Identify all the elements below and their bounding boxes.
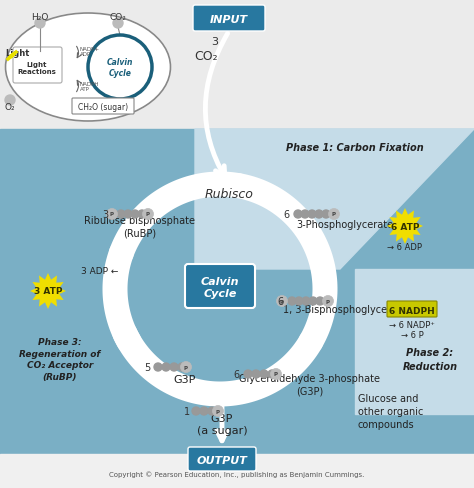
Polygon shape [387, 208, 423, 244]
Text: 1: 1 [184, 406, 190, 416]
Text: Phase 1: Carbon Fixation: Phase 1: Carbon Fixation [286, 142, 424, 153]
FancyBboxPatch shape [193, 6, 265, 32]
Circle shape [301, 210, 309, 219]
Circle shape [315, 210, 323, 219]
Text: P: P [110, 212, 114, 217]
Text: Glucose and
other organic
compounds: Glucose and other organic compounds [358, 393, 423, 429]
Text: Light
Reactions: Light Reactions [18, 61, 56, 74]
Circle shape [143, 209, 154, 220]
Circle shape [178, 363, 186, 371]
FancyBboxPatch shape [387, 302, 437, 317]
Text: NADP+
ADP: NADP+ ADP [80, 46, 100, 57]
Text: G3P: G3P [174, 374, 196, 384]
Text: G3P
(a sugar): G3P (a sugar) [197, 413, 247, 435]
Circle shape [110, 210, 118, 219]
Text: P: P [280, 299, 284, 304]
Text: 3: 3 [102, 209, 108, 220]
FancyBboxPatch shape [13, 48, 62, 84]
Circle shape [181, 362, 191, 373]
Text: Ribulose bisphosphate
(RuBP): Ribulose bisphosphate (RuBP) [84, 215, 195, 238]
Circle shape [170, 363, 178, 371]
Text: O₂: O₂ [5, 103, 15, 112]
Circle shape [271, 369, 282, 380]
Text: CO₂: CO₂ [109, 14, 127, 22]
Text: H₂O: H₂O [31, 14, 49, 22]
Text: Copyright © Pearson Education, Inc., publishing as Benjamin Cummings.: Copyright © Pearson Education, Inc., pub… [109, 471, 365, 477]
Ellipse shape [6, 14, 171, 122]
Circle shape [294, 210, 302, 219]
Text: INPUT: INPUT [210, 15, 248, 25]
Text: 3 ATP: 3 ATP [34, 287, 62, 296]
Circle shape [138, 210, 146, 219]
Circle shape [322, 210, 330, 219]
Circle shape [276, 296, 288, 307]
Text: 3 ADP ←: 3 ADP ← [82, 267, 118, 276]
Text: P: P [216, 408, 220, 414]
Text: → 6 NADP⁺: → 6 NADP⁺ [389, 320, 435, 329]
Text: 6: 6 [278, 296, 284, 306]
FancyBboxPatch shape [188, 447, 256, 471]
Circle shape [316, 297, 324, 305]
Circle shape [244, 370, 252, 378]
Text: Phase 3:
Regeneration of
CO₂ Acceptor
(RuBP): Phase 3: Regeneration of CO₂ Acceptor (R… [19, 337, 100, 382]
Text: 6: 6 [284, 209, 290, 220]
Text: → 6 ADP: → 6 ADP [388, 243, 422, 252]
Text: Phase 2:
Reduction: Phase 2: Reduction [402, 347, 457, 371]
Polygon shape [195, 130, 474, 269]
Circle shape [309, 297, 317, 305]
Text: P: P [332, 212, 336, 217]
Circle shape [200, 407, 208, 415]
Text: 3: 3 [211, 37, 218, 47]
Text: NADPH
ATP: NADPH ATP [80, 81, 100, 92]
Text: 5: 5 [144, 362, 150, 372]
Circle shape [35, 19, 45, 29]
Circle shape [107, 209, 118, 220]
Circle shape [212, 406, 224, 417]
Circle shape [208, 407, 216, 415]
Circle shape [295, 297, 303, 305]
Text: P: P [146, 212, 150, 217]
Text: 6: 6 [234, 369, 240, 379]
Bar [0, 130, 474, 454]
Circle shape [124, 210, 132, 219]
Circle shape [162, 363, 170, 371]
Text: P: P [274, 372, 278, 377]
Circle shape [5, 96, 15, 106]
Text: Calvin
Cycle: Calvin Cycle [107, 58, 133, 78]
Circle shape [322, 296, 334, 307]
FancyBboxPatch shape [72, 99, 134, 115]
Circle shape [288, 297, 296, 305]
Text: CH₂O (sugar): CH₂O (sugar) [78, 103, 128, 112]
Bar [0, 454, 474, 488]
Polygon shape [30, 273, 66, 309]
Text: CO₂: CO₂ [194, 49, 218, 62]
Text: Light: Light [5, 48, 29, 58]
Text: 6 ATP: 6 ATP [391, 222, 419, 231]
Text: P: P [184, 365, 188, 370]
Text: Calvin
Cycle: Calvin Cycle [201, 276, 239, 299]
Circle shape [131, 210, 139, 219]
Circle shape [260, 370, 268, 378]
Circle shape [192, 407, 200, 415]
Text: 6 NADPH: 6 NADPH [389, 306, 435, 315]
Circle shape [268, 370, 276, 378]
Text: 1, 3-Bisphosphoglycerate: 1, 3-Bisphosphoglycerate [283, 305, 407, 314]
Bar [0, 0, 474, 130]
FancyBboxPatch shape [185, 264, 255, 308]
Text: OUTPUT: OUTPUT [197, 455, 247, 465]
Text: P: P [326, 299, 330, 304]
Circle shape [117, 210, 125, 219]
Text: Glyceraldehyde 3-phosphate
(G3P): Glyceraldehyde 3-phosphate (G3P) [239, 373, 381, 395]
Text: 3-Phosphoglycerate: 3-Phosphoglycerate [296, 220, 393, 229]
Text: → 6 P: → 6 P [401, 330, 423, 339]
Circle shape [154, 363, 162, 371]
Polygon shape [355, 269, 474, 414]
Circle shape [252, 370, 260, 378]
Circle shape [308, 210, 316, 219]
Circle shape [328, 209, 339, 220]
Text: Rubisco: Rubisco [205, 188, 254, 201]
Circle shape [302, 297, 310, 305]
Circle shape [113, 19, 123, 29]
Circle shape [88, 36, 152, 100]
